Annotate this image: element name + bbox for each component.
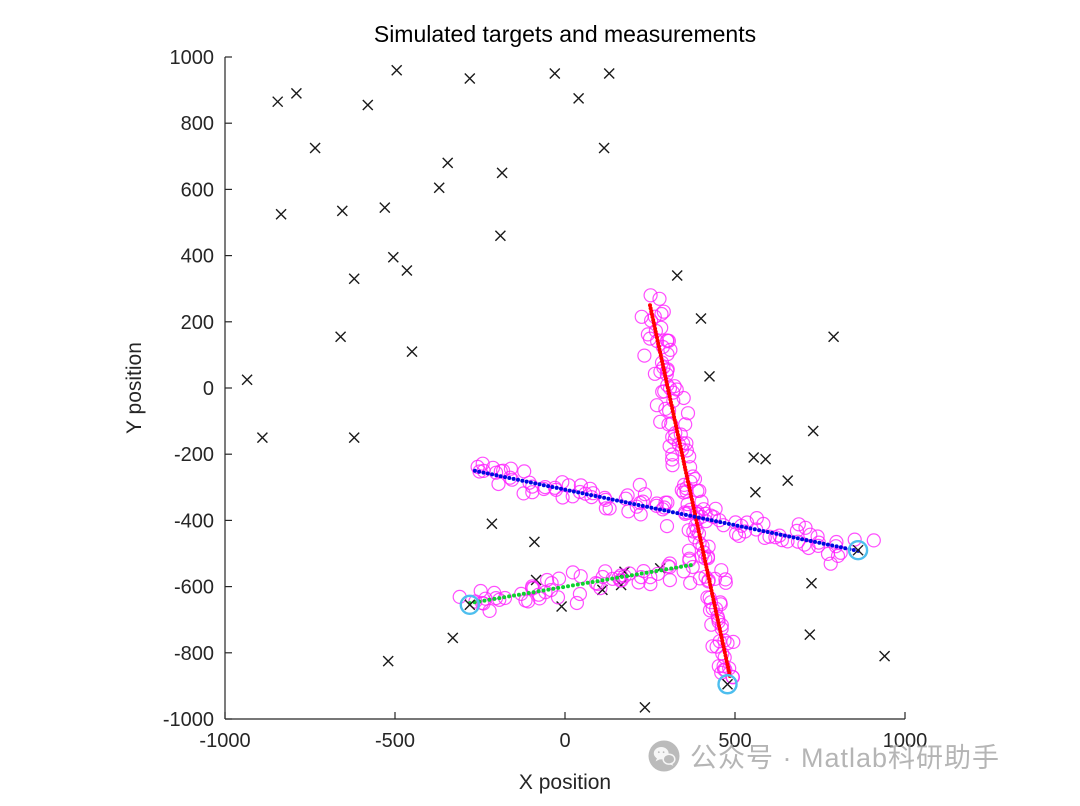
- clutter-markers: [241, 64, 891, 713]
- measurement-markers: [452, 288, 881, 685]
- y-tick-label: -400: [174, 510, 214, 532]
- x-tick-label: 0: [559, 730, 570, 752]
- target-trajectories: [467, 303, 861, 678]
- x-tick-label: -500: [375, 730, 415, 752]
- x-tick-label: -1000: [199, 730, 250, 752]
- y-tick-label: 200: [181, 312, 214, 334]
- x-tick-label: 1000: [883, 730, 928, 752]
- y-tick-label: 1000: [170, 47, 215, 69]
- y-tick-label: -200: [174, 444, 214, 466]
- y-tick-label: -1000: [163, 709, 214, 731]
- y-tick-label: -600: [174, 577, 214, 599]
- watermark: 公众号 · Matlab科研助手: [648, 736, 1000, 775]
- x-tick-label: 500: [718, 730, 751, 752]
- y-tick-label: 400: [181, 246, 214, 268]
- wechat-icon: [648, 740, 680, 771]
- y-tick-label: -800: [174, 643, 214, 665]
- x-axis-label: X position: [519, 771, 611, 794]
- chart-title: Simulated targets and measurements: [374, 21, 756, 47]
- y-axis-label: Y position: [123, 342, 146, 434]
- axes: -1000 -500 0 500 1000 -1000 -800 -600 -400 -200 0 2…: [163, 47, 927, 752]
- estimate-markers: [459, 539, 869, 695]
- y-tick-label: 800: [181, 113, 214, 135]
- y-tick-label: 0: [203, 378, 214, 400]
- y-tick-label: 600: [181, 179, 214, 201]
- watermark-text: 公众号 · Matlab科研助手: [690, 743, 1001, 773]
